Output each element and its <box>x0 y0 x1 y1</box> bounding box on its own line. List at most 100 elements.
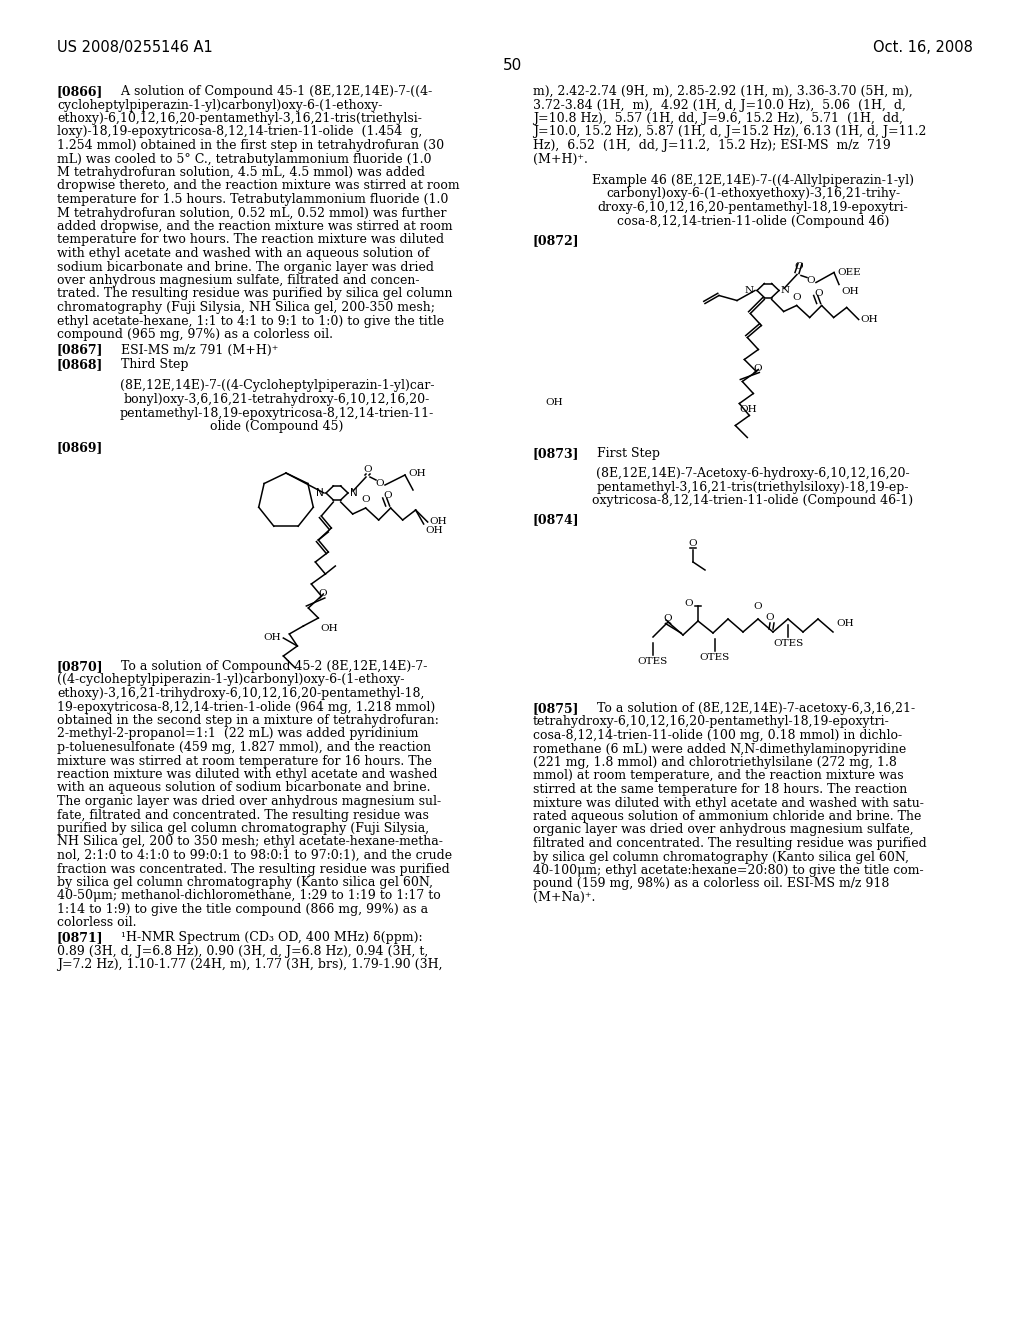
Text: (M+Na)⁺.: (M+Na)⁺. <box>534 891 595 904</box>
Text: ((4-cycloheptylpiperazin-1-yl)carbonyl)oxy-6-(1-ethoxy-: ((4-cycloheptylpiperazin-1-yl)carbonyl)o… <box>57 673 404 686</box>
Text: (M+H)⁺.: (M+H)⁺. <box>534 153 588 165</box>
Text: with ethyl acetate and washed with an aqueous solution of: with ethyl acetate and washed with an aq… <box>57 247 429 260</box>
Text: OH: OH <box>430 517 447 527</box>
Text: temperature for 1.5 hours. Tetrabutylammonium fluoride (1.0: temperature for 1.5 hours. Tetrabutylamm… <box>57 193 449 206</box>
Text: loxy)-18,19-epoxytricosa-8,12,14-trien-11-olide  (1.454  g,: loxy)-18,19-epoxytricosa-8,12,14-trien-1… <box>57 125 422 139</box>
Text: purified by silica gel column chromatography (Fuji Silysia,: purified by silica gel column chromatogr… <box>57 822 429 836</box>
Text: O: O <box>684 598 693 607</box>
Text: by silica gel column chromatography (Kanto silica gel 60N,: by silica gel column chromatography (Kan… <box>534 850 909 863</box>
Text: mixture was stirred at room temperature for 16 hours. The: mixture was stirred at room temperature … <box>57 755 432 767</box>
Text: US 2008/0255146 A1: US 2008/0255146 A1 <box>57 40 213 55</box>
Text: 50: 50 <box>503 58 521 73</box>
Text: [0873]: [0873] <box>534 447 580 461</box>
Text: 2-methyl-2-propanol=1:1  (22 mL) was added pyridinium: 2-methyl-2-propanol=1:1 (22 mL) was adde… <box>57 727 419 741</box>
Text: oxytricosa-8,12,14-trien-11-olide (Compound 46-1): oxytricosa-8,12,14-trien-11-olide (Compo… <box>593 494 913 507</box>
Text: dropwise thereto, and the reaction mixture was stirred at room: dropwise thereto, and the reaction mixtu… <box>57 180 460 193</box>
Text: O: O <box>754 602 762 611</box>
Text: J=7.2 Hz), 1.10-1.77 (24H, m), 1.77 (3H, brs), 1.79-1.90 (3H,: J=7.2 Hz), 1.10-1.77 (24H, m), 1.77 (3H,… <box>57 958 442 972</box>
Text: droxy-6,10,12,16,20-pentamethyl-18,19-epoxytri-: droxy-6,10,12,16,20-pentamethyl-18,19-ep… <box>598 201 908 214</box>
Text: 40-100μm; ethyl acetate:hexane=20:80) to give the title com-: 40-100μm; ethyl acetate:hexane=20:80) to… <box>534 865 924 876</box>
Text: p-toluenesulfonate (459 mg, 1.827 mmol), and the reaction: p-toluenesulfonate (459 mg, 1.827 mmol),… <box>57 741 431 754</box>
Text: pentamethyl-18,19-epoxytricosa-8,12,14-trien-11-: pentamethyl-18,19-epoxytricosa-8,12,14-t… <box>120 407 434 420</box>
Text: J=10.0, 15.2 Hz), 5.87 (1H, d, J=15.2 Hz), 6.13 (1H, d, J=11.2: J=10.0, 15.2 Hz), 5.87 (1H, d, J=15.2 Hz… <box>534 125 927 139</box>
Text: obtained in the second step in a mixture of tetrahydrofuran:: obtained in the second step in a mixture… <box>57 714 439 727</box>
Text: OH: OH <box>264 632 282 642</box>
Text: O: O <box>376 479 384 487</box>
Text: sodium bicarbonate and brine. The organic layer was dried: sodium bicarbonate and brine. The organi… <box>57 260 434 273</box>
Text: with an aqueous solution of sodium bicarbonate and brine.: with an aqueous solution of sodium bicar… <box>57 781 430 795</box>
Text: N: N <box>744 286 754 294</box>
Text: OTES: OTES <box>638 657 668 667</box>
Text: [0875]: [0875] <box>534 702 580 715</box>
Text: 40-50μm; methanol-dichloromethane, 1:29 to 1:19 to 1:17 to: 40-50μm; methanol-dichloromethane, 1:29 … <box>57 890 440 903</box>
Text: Oct. 16, 2008: Oct. 16, 2008 <box>873 40 973 55</box>
Text: cosa-8,12,14-trien-11-olide (100 mg, 0.18 mmol) in dichlo-: cosa-8,12,14-trien-11-olide (100 mg, 0.1… <box>534 729 902 742</box>
Text: O: O <box>361 495 370 504</box>
Text: 19-epoxytricosa-8,12,14-trien-1-olide (964 mg, 1.218 mmol): 19-epoxytricosa-8,12,14-trien-1-olide (9… <box>57 701 435 714</box>
Text: OH: OH <box>426 525 443 535</box>
Text: OH: OH <box>545 399 562 407</box>
Text: ESI-MS m/z 791 (M+H)⁺: ESI-MS m/z 791 (M+H)⁺ <box>109 343 279 356</box>
Text: 0.89 (3H, d, J=6.8 Hz), 0.90 (3H, d, J=6.8 Hz), 0.94 (3H, t,: 0.89 (3H, d, J=6.8 Hz), 0.90 (3H, d, J=6… <box>57 945 428 957</box>
Text: 1.254 mmol) obtained in the first step in tetrahydrofuran (30: 1.254 mmol) obtained in the first step i… <box>57 139 444 152</box>
Text: by silica gel column chromatography (Kanto silica gel 60N,: by silica gel column chromatography (Kan… <box>57 876 433 888</box>
Text: cycloheptylpiperazin-1-yl)carbonyl)oxy-6-(1-ethoxy-: cycloheptylpiperazin-1-yl)carbonyl)oxy-6… <box>57 99 382 111</box>
Text: To a solution of (8E,12E,14E)-7-acetoxy-6,3,16,21-: To a solution of (8E,12E,14E)-7-acetoxy-… <box>585 702 915 715</box>
Text: ethyl acetate-hexane, 1:1 to 4:1 to 9:1 to 1:0) to give the title: ethyl acetate-hexane, 1:1 to 4:1 to 9:1 … <box>57 314 444 327</box>
Text: 1:14 to 1:9) to give the title compound (866 mg, 99%) as a: 1:14 to 1:9) to give the title compound … <box>57 903 428 916</box>
Text: OTES: OTES <box>699 653 730 663</box>
Text: chromatography (Fuji Silysia, NH Silica gel, 200-350 mesh;: chromatography (Fuji Silysia, NH Silica … <box>57 301 435 314</box>
Text: OH: OH <box>841 286 859 296</box>
Text: J=10.8 Hz),  5.57 (1H, dd, J=9.6, 15.2 Hz),  5.71  (1H,  dd,: J=10.8 Hz), 5.57 (1H, dd, J=9.6, 15.2 Hz… <box>534 112 903 125</box>
Text: nol, 2:1:0 to 4:1:0 to 99:0:1 to 98:0:1 to 97:0:1), and the crude: nol, 2:1:0 to 4:1:0 to 99:0:1 to 98:0:1 … <box>57 849 453 862</box>
Text: O: O <box>318 590 327 598</box>
Text: filtrated and concentrated. The resulting residue was purified: filtrated and concentrated. The resultin… <box>534 837 927 850</box>
Text: [0867]: [0867] <box>57 343 103 356</box>
Text: Hz),  6.52  (1H,  dd, J=11.2,  15.2 Hz); ESI-MS  m/z  719: Hz), 6.52 (1H, dd, J=11.2, 15.2 Hz); ESI… <box>534 139 891 152</box>
Text: NH Silica gel, 200 to 350 mesh; ethyl acetate-hexane-metha-: NH Silica gel, 200 to 350 mesh; ethyl ac… <box>57 836 442 849</box>
Text: N: N <box>316 488 324 498</box>
Text: ethoxy)-3,16,21-trihydroxy-6,10,12,16,20-pentamethyl-18,: ethoxy)-3,16,21-trihydroxy-6,10,12,16,20… <box>57 686 424 700</box>
Text: O: O <box>795 261 803 271</box>
Text: cosa-8,12,14-trien-11-olide (Compound 46): cosa-8,12,14-trien-11-olide (Compound 46… <box>616 214 889 227</box>
Text: romethane (6 mL) were added N,N-dimethylaminopyridine: romethane (6 mL) were added N,N-dimethyl… <box>534 742 906 755</box>
Text: O: O <box>689 539 697 548</box>
Text: OTES: OTES <box>773 639 803 648</box>
Text: carbonyl)oxy-6-(1-ethoxyethoxy)-3,16,21-trihy-: carbonyl)oxy-6-(1-ethoxyethoxy)-3,16,21-… <box>606 187 900 201</box>
Text: OH: OH <box>321 624 338 634</box>
Text: ethoxy)-6,10,12,16,20-pentamethyl-3,16,21-tris(triethylsi-: ethoxy)-6,10,12,16,20-pentamethyl-3,16,2… <box>57 112 422 125</box>
Text: N: N <box>350 488 357 498</box>
Text: compound (965 mg, 97%) as a colorless oil.: compound (965 mg, 97%) as a colorless oi… <box>57 327 333 341</box>
Text: m), 2.42-2.74 (9H, m), 2.85-2.92 (1H, m), 3.36-3.70 (5H, m),: m), 2.42-2.74 (9H, m), 2.85-2.92 (1H, m)… <box>534 84 912 98</box>
Text: trated. The resulting residue was purified by silica gel column: trated. The resulting residue was purifi… <box>57 288 453 301</box>
Text: 3.72-3.84 (1H,  m),  4.92 (1H, d, J=10.0 Hz),  5.06  (1H,  d,: 3.72-3.84 (1H, m), 4.92 (1H, d, J=10.0 H… <box>534 99 906 111</box>
Text: rated aqueous solution of ammonium chloride and brine. The: rated aqueous solution of ammonium chlor… <box>534 810 922 822</box>
Text: [0872]: [0872] <box>534 234 580 247</box>
Text: reaction mixture was diluted with ethyl acetate and washed: reaction mixture was diluted with ethyl … <box>57 768 437 781</box>
Text: mmol) at room temperature, and the reaction mixture was: mmol) at room temperature, and the react… <box>534 770 903 783</box>
Text: added dropwise, and the reaction mixture was stirred at room: added dropwise, and the reaction mixture… <box>57 220 453 234</box>
Text: (8E,12E,14E)-7-((4-Cycloheptylpiperazin-1-yl)car-: (8E,12E,14E)-7-((4-Cycloheptylpiperazin-… <box>120 380 434 392</box>
Text: [0868]: [0868] <box>57 358 103 371</box>
Text: O: O <box>364 465 373 474</box>
Text: (221 mg, 1.8 mmol) and chlorotriethylsilane (272 mg, 1.8: (221 mg, 1.8 mmol) and chlorotriethylsil… <box>534 756 897 770</box>
Text: O: O <box>753 364 762 374</box>
Text: O: O <box>664 614 672 623</box>
Text: A solution of Compound 45-1 (8E,12E,14E)-7-((4-: A solution of Compound 45-1 (8E,12E,14E)… <box>109 84 432 98</box>
Text: colorless oil.: colorless oil. <box>57 916 136 929</box>
Text: OH: OH <box>739 405 757 414</box>
Text: OH: OH <box>408 469 426 478</box>
Text: mixture was diluted with ethyl acetate and washed with satu-: mixture was diluted with ethyl acetate a… <box>534 796 924 809</box>
Text: olide (Compound 45): olide (Compound 45) <box>210 420 344 433</box>
Text: pentamethyl-3,16,21-tris(triethylsiloxy)-18,19-ep-: pentamethyl-3,16,21-tris(triethylsiloxy)… <box>597 480 909 494</box>
Text: mL) was cooled to 5° C., tetrabutylammonium fluoride (1.0: mL) was cooled to 5° C., tetrabutylammon… <box>57 153 431 165</box>
Text: M tetrahydrofuran solution, 4.5 mL, 4.5 mmol) was added: M tetrahydrofuran solution, 4.5 mL, 4.5 … <box>57 166 425 180</box>
Text: Example 46 (8E,12E,14E)-7-((4-Allylpiperazin-1-yl): Example 46 (8E,12E,14E)-7-((4-Allylpiper… <box>592 174 914 187</box>
Text: [0871]: [0871] <box>57 931 103 944</box>
Text: temperature for two hours. The reaction mixture was diluted: temperature for two hours. The reaction … <box>57 234 444 247</box>
Text: organic layer was dried over anhydrous magnesium sulfate,: organic layer was dried over anhydrous m… <box>534 824 913 837</box>
Text: M tetrahydrofuran solution, 0.52 mL, 0.52 mmol) was further: M tetrahydrofuran solution, 0.52 mL, 0.5… <box>57 206 446 219</box>
Text: tetrahydroxy-6,10,12,16,20-pentamethyl-18,19-epoxytri-: tetrahydroxy-6,10,12,16,20-pentamethyl-1… <box>534 715 890 729</box>
Text: The organic layer was dried over anhydrous magnesium sul-: The organic layer was dried over anhydro… <box>57 795 441 808</box>
Text: [0869]: [0869] <box>57 441 103 454</box>
